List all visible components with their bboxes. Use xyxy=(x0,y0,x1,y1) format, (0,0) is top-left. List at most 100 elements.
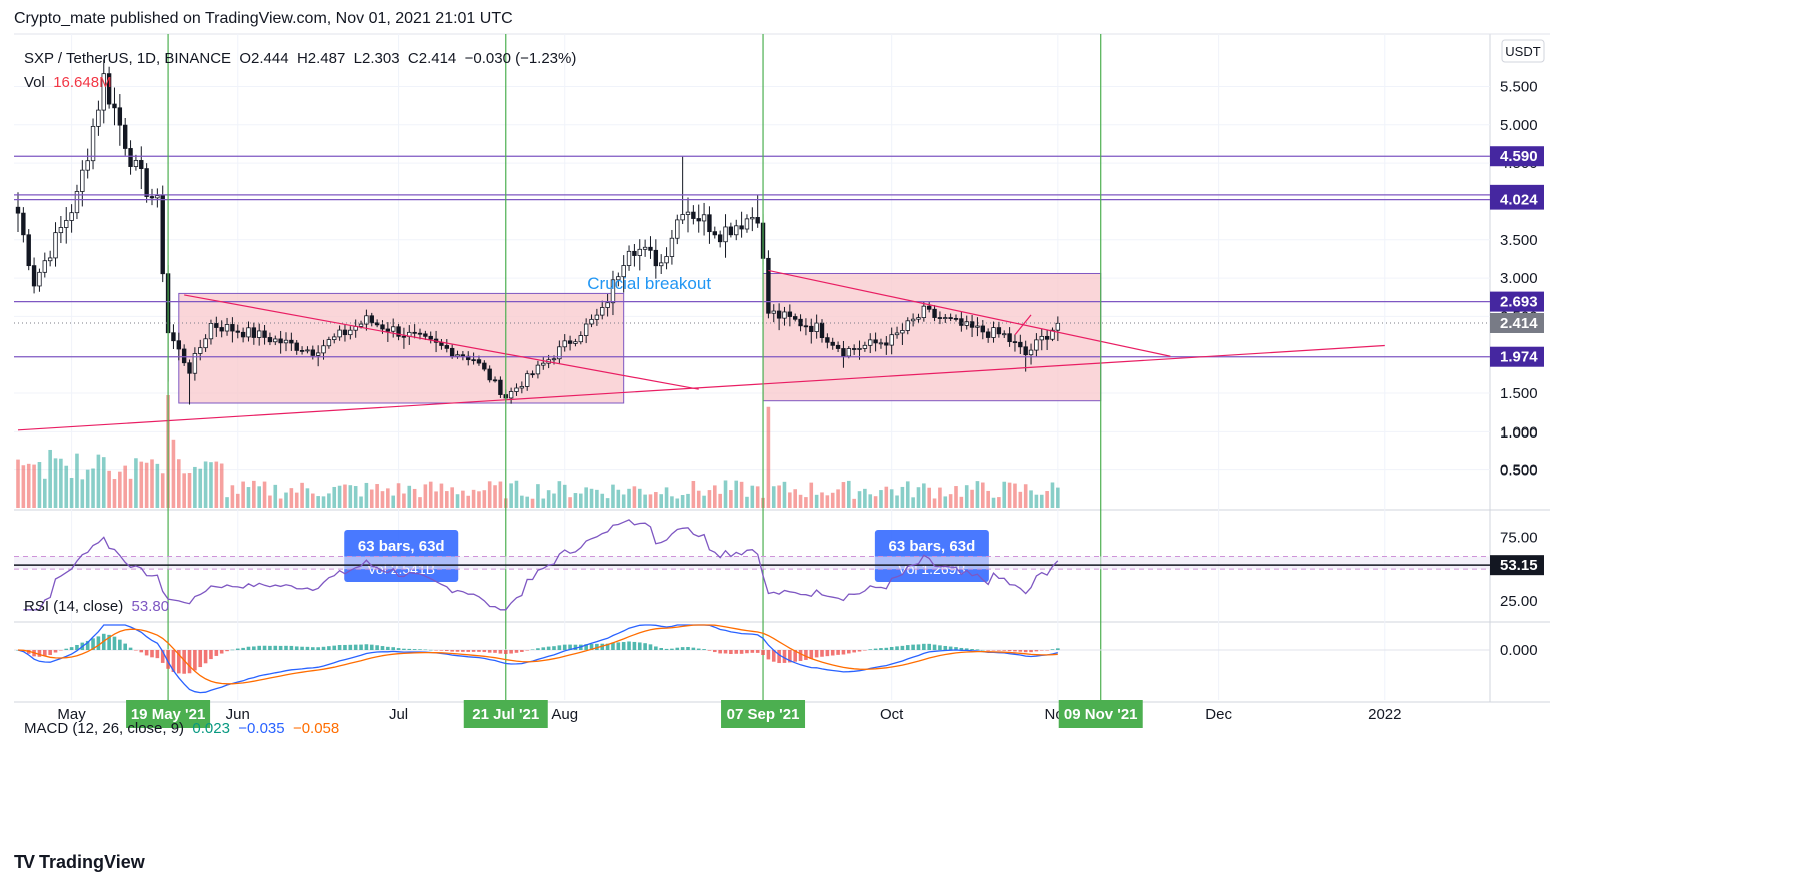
volume-bar xyxy=(830,492,835,508)
macd-histogram-bar xyxy=(353,644,358,650)
candle-body xyxy=(878,342,884,345)
candle-body xyxy=(573,341,578,344)
level-badge xyxy=(1490,346,1544,367)
macd-histogram-bar xyxy=(782,650,787,663)
macd-histogram-bar xyxy=(959,647,964,650)
candle-body xyxy=(251,327,257,338)
macd-histogram-bar xyxy=(503,650,508,654)
volume-bar xyxy=(922,483,926,508)
macd-histogram-bar xyxy=(654,646,658,650)
candle-body xyxy=(64,220,69,228)
macd-histogram-bar xyxy=(659,648,663,650)
volume-bar xyxy=(1039,494,1044,508)
candle-body xyxy=(953,318,959,320)
volume-bar xyxy=(193,466,197,508)
volume-bar xyxy=(257,486,261,508)
volume-bar xyxy=(160,473,165,508)
volume-bar xyxy=(155,463,160,508)
candle-body xyxy=(557,346,562,360)
volume-bar xyxy=(509,483,513,508)
candle-body xyxy=(224,324,230,332)
candle-body xyxy=(482,362,487,370)
volume-bar xyxy=(348,485,353,508)
volume-bar xyxy=(487,481,492,508)
candle-body xyxy=(305,349,310,352)
candle-body xyxy=(959,318,964,326)
candle-body xyxy=(691,211,696,219)
macd-histogram-bar xyxy=(1029,650,1033,653)
level-badge-label: 4.024 xyxy=(1500,192,1538,209)
macd-histogram-bar xyxy=(107,634,111,650)
volume-bar xyxy=(150,459,154,508)
candle-body xyxy=(771,310,776,314)
macd-histogram-bar xyxy=(445,650,449,651)
macd-histogram-bar xyxy=(702,649,706,650)
macd-histogram-bar xyxy=(182,650,186,674)
volume-bar xyxy=(841,482,846,508)
volume-bar xyxy=(997,497,1001,508)
volume-bar xyxy=(353,486,358,508)
volume-bar xyxy=(734,480,739,508)
candle-body xyxy=(123,124,128,149)
candle-body xyxy=(814,322,819,332)
trend-line xyxy=(768,269,1171,357)
macd-histogram-bar xyxy=(643,643,647,650)
macd-histogram-bar xyxy=(123,643,127,650)
volume-bar xyxy=(294,492,299,508)
candle-body xyxy=(712,231,717,236)
macd-histogram-bar xyxy=(691,647,696,650)
volume-bar xyxy=(343,484,347,508)
volume-bar xyxy=(198,468,203,508)
macd-histogram-bar xyxy=(1018,650,1023,652)
candle-body xyxy=(53,232,58,259)
change-value: −0.030 (−1.23%) xyxy=(464,50,577,67)
date-marker-label: 19 May '21 xyxy=(131,706,205,723)
candle-body xyxy=(685,211,691,215)
candle-body xyxy=(610,279,616,304)
candle-body xyxy=(214,323,219,328)
candle-body xyxy=(803,325,809,328)
trend-line xyxy=(17,344,1385,431)
macd-histogram-bar xyxy=(836,650,840,655)
volume-bar xyxy=(579,493,583,508)
macd-histogram-bar xyxy=(605,643,610,650)
volume-bar xyxy=(171,439,176,508)
candle-body xyxy=(283,339,289,344)
volume-bar xyxy=(745,496,749,508)
macd-histogram-bar xyxy=(1023,650,1028,653)
macd-histogram-bar xyxy=(235,648,240,650)
macd-histogram-bar xyxy=(85,640,90,650)
candle-body xyxy=(551,358,557,361)
macd-histogram-bar xyxy=(788,650,792,663)
price-tick-label: 1.500 xyxy=(1500,385,1538,402)
x-tick-label: Oct xyxy=(880,706,904,723)
macd-histogram-bar xyxy=(997,650,1001,651)
candle-body xyxy=(798,318,803,327)
candle-body xyxy=(766,257,771,314)
candle-body xyxy=(235,330,240,333)
macd-histogram-bar xyxy=(562,644,567,650)
candle-body xyxy=(739,225,744,230)
macd-histogram-bar xyxy=(557,645,562,650)
footer-brand: TV TradingView xyxy=(14,852,145,873)
macd-histogram-bar xyxy=(128,647,133,650)
date-marker-badge xyxy=(126,700,211,728)
axes: USDT5.5005.0004.5003.5003.0002.5001.5001… xyxy=(57,39,1545,723)
candle-body xyxy=(401,335,407,338)
candle-body xyxy=(669,237,675,257)
macd-histogram-bar xyxy=(841,650,846,655)
candle-body xyxy=(358,323,364,327)
zone-1 xyxy=(178,292,625,404)
candle-body xyxy=(642,246,648,250)
volume-bar xyxy=(664,487,669,508)
macd-histogram-bar xyxy=(1034,650,1039,652)
volume-bar xyxy=(948,494,953,508)
candle-body xyxy=(332,336,337,340)
volume-bar xyxy=(1007,482,1012,508)
volume-bar xyxy=(262,481,267,508)
macd-histogram-bar xyxy=(729,650,733,654)
level-badge xyxy=(1490,291,1544,312)
volume-bar xyxy=(439,483,444,508)
macd-histogram-bar xyxy=(954,647,958,650)
